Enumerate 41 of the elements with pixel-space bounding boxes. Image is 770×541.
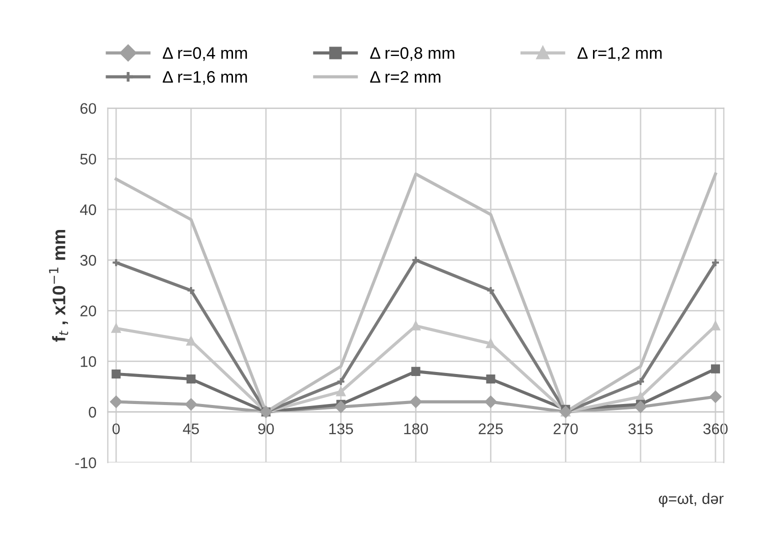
legend-label: Δ r=1,6 mm — [162, 71, 247, 85]
x-tick-label: 315 — [628, 423, 653, 434]
y-tick-label: 30 — [80, 254, 96, 266]
x-tick-label: 270 — [554, 423, 578, 434]
y-tick-label: 60 — [80, 103, 96, 114]
x-tick-label: 135 — [329, 423, 353, 434]
point — [410, 396, 422, 408]
point — [110, 396, 122, 408]
legend-label: Δ r=1,2 mm — [578, 47, 662, 61]
x-axis-title: φ=ωt, dər — [658, 492, 724, 508]
point — [486, 374, 496, 384]
point — [336, 387, 346, 396]
y-tick-label: 50 — [80, 154, 96, 165]
legend-label: Δ r=2 mm — [370, 71, 440, 83]
point — [710, 321, 720, 330]
point — [112, 324, 121, 333]
y-tick-label: 10 — [80, 356, 96, 367]
y-tick-label: -10 — [75, 457, 96, 468]
y-axis-title: f$_{t}$ , x10$^{−1}$ mm — [49, 230, 68, 342]
x-tick-label: 45 — [182, 424, 199, 434]
point — [484, 396, 497, 408]
y-tick-label: 0 — [88, 406, 96, 418]
point — [186, 374, 196, 384]
y-tick-label: 40 — [80, 204, 96, 216]
x-tick-label: 225 — [478, 423, 503, 434]
point — [411, 366, 420, 376]
x-tick-label: 0 — [112, 423, 120, 434]
point — [185, 398, 197, 410]
x-tick-label: 360 — [703, 423, 728, 434]
point — [112, 369, 121, 378]
point — [710, 364, 720, 374]
x-tick-label: 180 — [404, 423, 428, 434]
x-tick-label: 90 — [258, 423, 274, 434]
y-tick-label: 20 — [80, 306, 96, 316]
legend-label: Δ r=0,8 mm — [370, 47, 454, 61]
point — [710, 390, 722, 403]
point — [334, 400, 347, 413]
point — [486, 339, 496, 348]
legend-label: Δ r=0,4 mm — [162, 47, 247, 61]
point — [634, 400, 647, 413]
point — [411, 321, 420, 330]
